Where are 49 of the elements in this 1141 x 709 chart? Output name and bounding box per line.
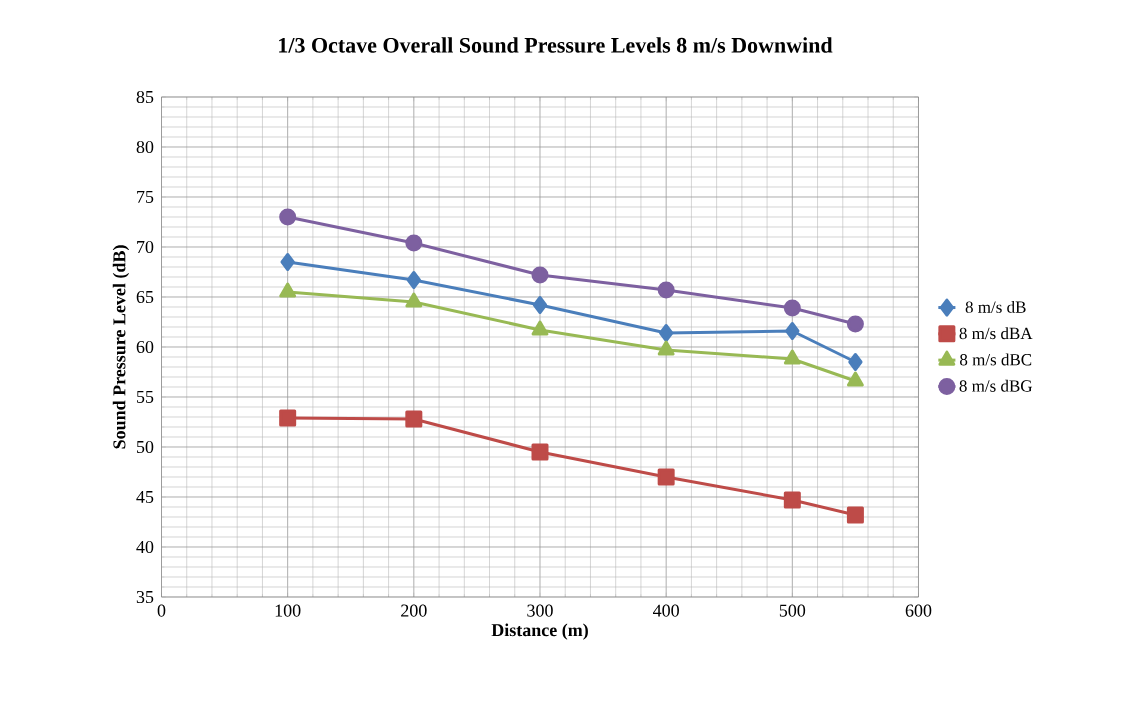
y-tick-label: 35: [136, 590, 154, 604]
legend-label: 8 m/s dBA: [959, 327, 1033, 340]
legend-label: 8 m/s dB: [965, 300, 1026, 313]
y-tick-label: 75: [137, 191, 154, 203]
x-tick-label: 600: [905, 604, 932, 617]
point: [848, 352, 863, 371]
point: [783, 299, 801, 317]
legend-label: 8 m/s dBC: [960, 353, 1032, 366]
point: [532, 295, 548, 314]
point: [846, 371, 864, 387]
point: [846, 506, 864, 524]
x-tick-label: 500: [779, 604, 806, 617]
y-tick-label: 70: [137, 240, 154, 254]
point: [783, 349, 801, 365]
point: [405, 234, 423, 252]
y-tick-label: 50: [137, 440, 154, 454]
x-tick-label: 400: [653, 604, 679, 617]
point: [279, 208, 297, 226]
y-tick-label: 40: [136, 540, 154, 554]
point: [659, 323, 674, 342]
point: [783, 491, 801, 509]
point: [846, 315, 864, 333]
point: [657, 281, 675, 299]
y-tick-label: 55: [137, 391, 154, 403]
y-tick-label: 65: [136, 290, 154, 304]
point: [531, 266, 549, 284]
legend-label: 8 m/s dBG: [959, 379, 1033, 392]
y-axis-title: Sound Pressure Level (dB): [112, 245, 130, 449]
point: [405, 410, 423, 428]
x-tick-label: 0: [157, 604, 166, 617]
x-axis-title: Distance (m): [491, 623, 588, 640]
x-tick-label: 300: [527, 604, 553, 617]
chart-title: 1/3 Octave Overall Sound Pressure Levels 8 m/s Downwind: [279, 37, 833, 53]
y-tick-label: 80: [136, 140, 154, 154]
y-tick-label: 60: [136, 340, 154, 354]
point: [657, 468, 675, 486]
y-tick-label: 85: [136, 90, 154, 104]
point: [531, 443, 549, 461]
point: [280, 252, 295, 271]
point: [405, 292, 423, 308]
point: [279, 409, 297, 427]
point: [531, 320, 549, 336]
point: [279, 282, 297, 298]
x-tick-label: 100: [275, 604, 301, 617]
y-tick-label: 45: [136, 490, 154, 503]
point: [657, 340, 675, 356]
point: [785, 321, 800, 340]
point: [406, 270, 421, 289]
x-tick-label: 200: [401, 604, 427, 617]
